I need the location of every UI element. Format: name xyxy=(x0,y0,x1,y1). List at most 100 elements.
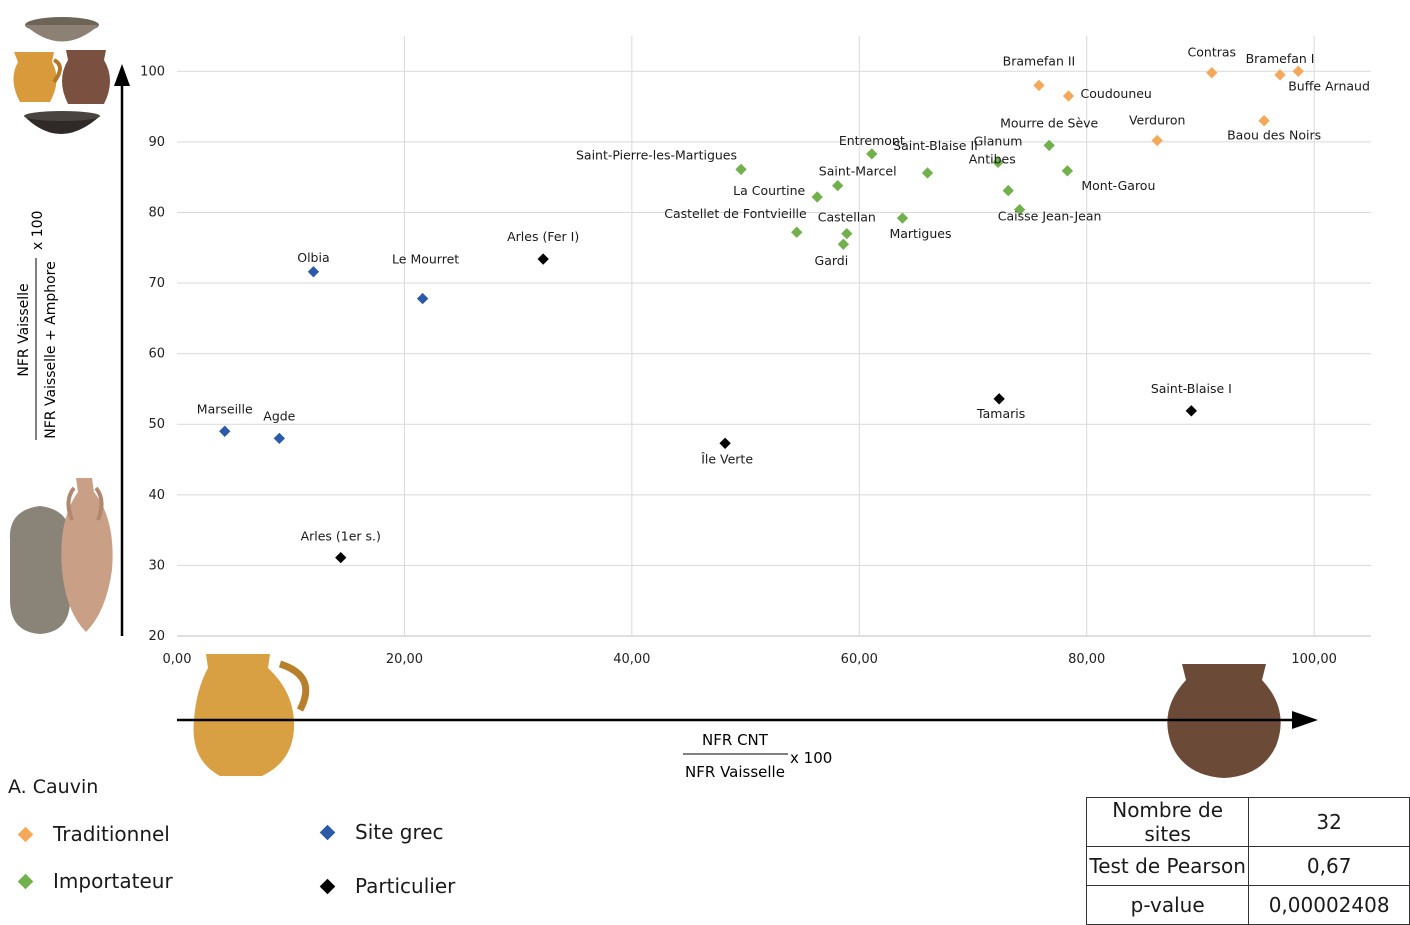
stats-table: Nombre de sites 32 Test de Pearson 0,67 … xyxy=(1085,797,1410,925)
scatter-point xyxy=(1206,67,1218,79)
point-label: Tamaris xyxy=(976,406,1025,421)
scatter-point xyxy=(1292,65,1304,77)
point-label: Arles (Fer I) xyxy=(507,229,579,244)
point-label: Saint-Blaise I xyxy=(1151,381,1232,396)
y-axis-label: NFR Vaisselle NFR Vaisselle + Amphore x … xyxy=(16,211,59,440)
legend-label: Particulier xyxy=(355,874,456,898)
scatter-point xyxy=(537,253,549,265)
x-axis-label: NFR CNT NFR Vaisselle x 100 xyxy=(683,731,832,780)
x-tick-label: 100,00 xyxy=(1291,652,1337,667)
scatter-point xyxy=(832,179,844,192)
y-label-denominator: NFR Vaisselle + Amphore xyxy=(43,261,59,439)
x-label-numerator: NFR CNT xyxy=(702,731,769,749)
y-tick-label: 60 xyxy=(148,347,165,362)
bowl-image-dark xyxy=(24,111,100,134)
x-label-multiplier: x 100 xyxy=(790,749,832,767)
scatter-point xyxy=(1033,79,1045,92)
x-tick-label: 20,00 xyxy=(386,652,423,667)
bowl-image-top xyxy=(25,17,99,42)
scatter-point xyxy=(791,226,803,238)
y-tick-label: 70 xyxy=(148,276,165,291)
y-label-numerator: NFR Vaisselle xyxy=(16,283,32,376)
point-label: Mont-Garou xyxy=(1081,178,1155,193)
x-label-denominator: NFR Vaisselle xyxy=(685,763,785,780)
scatter-point xyxy=(735,163,747,176)
stats-row: Nombre de sites 32 xyxy=(1085,797,1410,847)
point-label: Saint-Pierre-les-Martigues xyxy=(576,147,737,162)
jug-image-orange xyxy=(13,52,62,102)
stats-value: 0,67 xyxy=(1248,846,1410,886)
point-label: Castellan xyxy=(818,210,876,225)
y-label-multiplier: x 100 xyxy=(30,211,46,250)
stats-value: 32 xyxy=(1248,797,1410,847)
x-tick-label: 40,00 xyxy=(613,652,650,667)
point-label: Île Verte xyxy=(700,451,753,466)
point-label: Glanum xyxy=(974,133,1023,148)
diamond-icon xyxy=(17,826,34,842)
legend-item-importateur: Importateur xyxy=(17,869,173,893)
x-tick-label: 0,00 xyxy=(163,652,192,667)
diamond-icon xyxy=(319,878,336,894)
y-tick-label: 100 xyxy=(140,64,165,79)
stats-row: Test de Pearson 0,67 xyxy=(1085,846,1410,886)
point-label: Saint-Blaise II xyxy=(893,138,978,153)
point-label: Bramefan I xyxy=(1246,51,1315,66)
stats-key: Test de Pearson xyxy=(1085,846,1250,886)
scatter-point xyxy=(1043,139,1055,152)
y-tick-label: 30 xyxy=(148,558,165,573)
scatter-point xyxy=(811,191,823,203)
scatter-point xyxy=(841,227,853,240)
jug-image-bottom-left xyxy=(193,654,310,776)
x-axis-arrowhead xyxy=(1292,711,1318,729)
scatter-point xyxy=(921,167,934,179)
point-label: Mourre de Sève xyxy=(1000,115,1098,130)
point-label: Coudouneu xyxy=(1081,86,1152,101)
scatter-point xyxy=(307,266,320,278)
scatter-point xyxy=(1062,90,1075,102)
scatter-point xyxy=(416,292,429,305)
legend-label: Site grec xyxy=(355,820,444,844)
scatter-point xyxy=(1274,69,1286,81)
scatter-point xyxy=(1061,165,1074,177)
scatter-point xyxy=(992,156,1004,169)
point-label: Buffe Arnaud xyxy=(1288,78,1370,93)
point-label: Olbia xyxy=(297,250,329,265)
legend-label: Traditionnel xyxy=(53,822,170,846)
scatter-point xyxy=(1013,203,1026,216)
point-label: Marseille xyxy=(197,401,253,416)
y-tick-label: 40 xyxy=(148,488,165,503)
point-label: Martigues xyxy=(889,226,951,241)
legend-item-traditionnel: Traditionnel xyxy=(17,822,170,846)
scatter-point xyxy=(335,551,347,564)
scatter-point xyxy=(896,212,909,224)
chart-points xyxy=(219,65,1304,564)
y-tick-label: 20 xyxy=(148,629,165,644)
scatter-point xyxy=(273,432,285,445)
point-label: Caisse Jean-Jean xyxy=(998,209,1102,224)
point-label: Antibes xyxy=(969,152,1016,167)
x-tick-label: 80,00 xyxy=(1068,652,1105,667)
chart-point-labels: Bramefan II Coudouneu Contras Bramefan I Buf… xyxy=(197,45,1370,544)
point-label: Castellet de Fontvieille xyxy=(664,206,807,221)
legend-item-particulier: Particulier xyxy=(319,874,456,898)
point-label: Arles (1er s.) xyxy=(301,529,381,544)
point-label: Gardi xyxy=(815,253,849,268)
y-tick-label: 90 xyxy=(148,135,165,150)
stats-key: p-value xyxy=(1085,885,1250,925)
scatter-point xyxy=(866,148,878,160)
point-label: Le Mourret xyxy=(392,252,459,267)
chart-ticks: 20 30 40 50 60 70 80 90 100 0,00 20,00 40,00 60,00 80… xyxy=(140,64,1337,667)
y-tick-label: 80 xyxy=(148,205,165,220)
scatter-chart: 20 30 40 50 60 70 80 90 100 0,00 20,00 40,00 60,00 80… xyxy=(9,17,1371,780)
author-credit: A. Cauvin xyxy=(8,776,99,798)
point-label: Contras xyxy=(1188,45,1237,60)
point-label: Bramefan II xyxy=(1003,53,1076,68)
pot-image-brown xyxy=(62,50,110,104)
scatter-point xyxy=(219,425,231,437)
point-label: Verduron xyxy=(1129,112,1185,127)
chart-grid xyxy=(177,36,1371,637)
y-axis-arrowhead xyxy=(114,64,130,86)
point-label: Entremont xyxy=(839,133,905,148)
scatter-point xyxy=(993,393,1005,405)
amphora-image xyxy=(9,478,113,634)
